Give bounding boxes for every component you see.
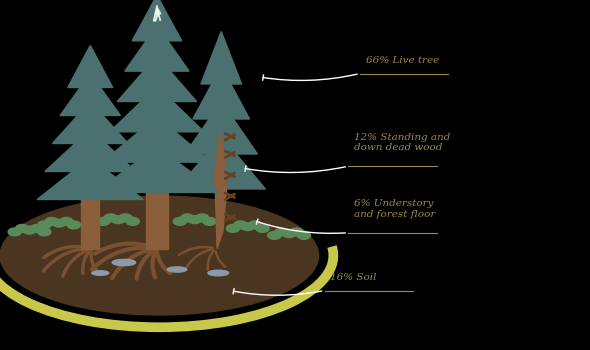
Polygon shape (185, 102, 258, 154)
Polygon shape (201, 32, 242, 84)
Circle shape (241, 223, 254, 231)
Circle shape (275, 228, 289, 236)
Circle shape (104, 214, 117, 222)
Text: 66% Live tree: 66% Live tree (366, 56, 439, 65)
Circle shape (112, 216, 124, 224)
Circle shape (203, 217, 216, 225)
Circle shape (126, 217, 139, 225)
Circle shape (53, 219, 65, 227)
Circle shape (227, 224, 240, 232)
Polygon shape (60, 74, 120, 116)
Ellipse shape (0, 196, 319, 315)
Polygon shape (37, 158, 143, 199)
Circle shape (97, 217, 110, 225)
Circle shape (38, 221, 51, 229)
Ellipse shape (208, 270, 229, 276)
Circle shape (290, 228, 303, 236)
FancyBboxPatch shape (146, 158, 168, 248)
Polygon shape (117, 56, 196, 102)
Polygon shape (124, 26, 189, 71)
Polygon shape (177, 136, 266, 189)
Circle shape (234, 221, 247, 229)
Polygon shape (103, 117, 211, 162)
Circle shape (23, 226, 36, 234)
Circle shape (181, 214, 194, 222)
Circle shape (38, 228, 51, 236)
Polygon shape (95, 147, 219, 193)
Text: 12% Standing and
down dead wood: 12% Standing and down dead wood (354, 133, 450, 152)
Polygon shape (153, 5, 160, 21)
Polygon shape (215, 133, 227, 248)
Polygon shape (193, 66, 250, 119)
Circle shape (119, 214, 132, 222)
Circle shape (283, 230, 296, 238)
Circle shape (173, 217, 186, 225)
Ellipse shape (112, 259, 136, 266)
Circle shape (195, 214, 209, 222)
Circle shape (60, 217, 73, 225)
Circle shape (30, 224, 44, 232)
Polygon shape (45, 130, 136, 172)
Circle shape (268, 231, 281, 239)
Circle shape (67, 221, 80, 229)
FancyBboxPatch shape (81, 178, 99, 248)
Ellipse shape (92, 271, 109, 275)
Text: 6% Understory
and forest floor: 6% Understory and forest floor (354, 199, 435, 219)
Circle shape (8, 228, 21, 236)
Text: 16% Soil: 16% Soil (330, 273, 377, 282)
Circle shape (45, 217, 58, 225)
Circle shape (248, 221, 262, 229)
Polygon shape (110, 86, 204, 132)
Ellipse shape (168, 267, 186, 272)
Polygon shape (155, 9, 161, 14)
Polygon shape (53, 102, 128, 144)
Circle shape (188, 216, 201, 224)
Polygon shape (132, 0, 182, 41)
Circle shape (297, 231, 310, 239)
Polygon shape (68, 46, 113, 88)
Circle shape (256, 224, 269, 232)
Circle shape (15, 224, 29, 232)
